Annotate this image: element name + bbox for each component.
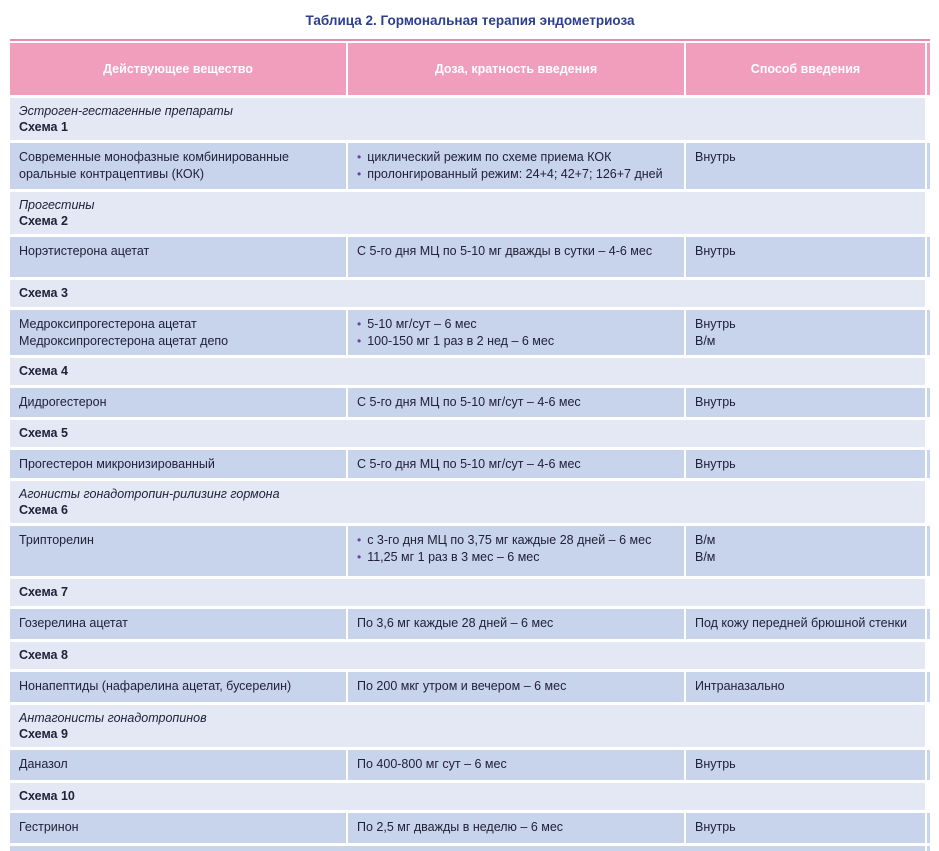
- section-row: Антагонисты гонадотропинов Схема 9: [10, 705, 930, 747]
- section-row: Схема 7: [10, 579, 930, 606]
- dose-cell: • с 3-го дня МЦ по 3,75 мг каждые 28 дней…: [348, 526, 684, 576]
- route-cell: Внутрь: [686, 143, 925, 189]
- dose-cell: По 2,5 мг дважды в неделю – 6 мес: [348, 813, 684, 843]
- header-cell-dose: Доза, кратность введения: [348, 43, 684, 95]
- dose-cell: С 5-го дня МЦ по 5-10 мг/сут – 4-6 мес: [348, 449, 684, 478]
- row-edge-strip: [927, 310, 930, 355]
- bullet-icon: •: [357, 317, 362, 331]
- scheme-label: Схема 6: [19, 503, 68, 517]
- scheme-label: Схема 10: [19, 789, 75, 803]
- substance-cell: Прогестерон микронизированный: [10, 449, 346, 478]
- table-title: Таблица 2. Гормональная терапия эндометр…: [305, 13, 635, 28]
- bullet-icon: •: [357, 533, 362, 547]
- table-header-row: Действующее вещество Доза, кратность вве…: [10, 43, 930, 95]
- scheme-label: Схема 5: [19, 425, 68, 440]
- cut-off-row: [10, 846, 930, 851]
- section-row: Схема 3: [10, 280, 930, 307]
- row-edge-strip: [927, 526, 930, 576]
- route-cell: Внутрь: [686, 813, 925, 843]
- scheme-label: Схема 9: [19, 727, 68, 741]
- scheme-label: Схема 4: [19, 364, 68, 378]
- row-edge-strip: [927, 388, 930, 417]
- substance-cell: Трипторелин: [10, 526, 346, 576]
- row-edge-strip: [927, 237, 930, 277]
- substance-cell: Современные монофазные комбинированные о…: [10, 143, 346, 189]
- row-edge-strip: [927, 813, 930, 843]
- dose-cell: По 400-800 мг сут – 6 мес: [348, 750, 684, 780]
- drug-group-label: Агонисты гонадотропин-рилизинг гормона: [19, 487, 280, 501]
- substance-cell: Нонапептиды (нафарелина ацетат, бусерели…: [10, 672, 346, 702]
- substance-cell: Гестринон: [10, 813, 346, 843]
- bullet-icon: •: [357, 166, 362, 181]
- table-row: Современные монофазные комбинированные о…: [10, 143, 930, 189]
- table-top-border: [10, 39, 930, 41]
- row-edge-strip: [927, 143, 930, 189]
- route-cell: Внутрь: [686, 237, 925, 277]
- section-row: Схема 10: [10, 783, 930, 810]
- route-cell: Интраназально: [686, 672, 925, 702]
- table-row: Гестринон По 2,5 мг дважды в неделю – 6 …: [10, 813, 930, 843]
- section-row: Прогестины Схема 2: [10, 192, 930, 234]
- table-row: Даназол По 400-800 мг сут – 6 мес Внутрь: [10, 750, 930, 780]
- route-cell: Под кожу передней брюшной стенки: [686, 609, 925, 639]
- drug-group-label: Прогестины: [19, 198, 95, 212]
- table-row: Медроксипрогестерона ацетат Медроксипрог…: [10, 310, 930, 355]
- route-cell: В/м В/м: [686, 526, 925, 576]
- substance-cell: Норэтистерона ацетат: [10, 237, 346, 277]
- route-cell: Внутрь: [686, 388, 925, 417]
- section-row: Эстроген-гестагенные препараты Схема 1: [10, 98, 930, 140]
- drug-group-label: Эстроген-гестагенные препараты: [19, 104, 233, 118]
- scheme-label: Схема 1: [19, 120, 68, 134]
- section-row: Схема 8: [10, 642, 930, 669]
- drug-group-label: Антагонисты гонадотропинов: [19, 711, 207, 725]
- bullet-icon: •: [357, 549, 362, 564]
- table-row: Нонапептиды (нафарелина ацетат, бусерели…: [10, 672, 930, 702]
- table-row: Норэтистерона ацетат С 5-го дня МЦ по 5-…: [10, 237, 930, 277]
- row-edge-strip: [927, 672, 930, 702]
- table-row: Гозерелина ацетат По 3,6 мг каждые 28 дн…: [10, 609, 930, 639]
- route-cell: Внутрь: [686, 750, 925, 780]
- dose-cell: По 200 мкг утром и вечером – 6 мес: [348, 672, 684, 702]
- scheme-label: Схема 7: [19, 585, 68, 599]
- row-edge-strip: [927, 449, 930, 478]
- header-cell-substance: Действующее вещество: [10, 43, 346, 95]
- dose-cell: • 5-10 мг/сут – 6 мес • 100-150 мг 1 раз в…: [348, 310, 684, 355]
- dose-cell: С 5-го дня МЦ по 5-10 мг/сут – 4-6 мес: [348, 388, 684, 417]
- row-edge-strip: [927, 846, 930, 851]
- substance-cell: Медроксипрогестерона ацетат Медроксипрог…: [10, 310, 346, 355]
- page: Таблица 2. Гормональная терапия эндометр…: [10, 0, 930, 851]
- table-row: Дидрогестерон С 5-го дня МЦ по 5-10 мг/с…: [10, 388, 930, 417]
- bullet-icon: •: [357, 333, 362, 348]
- route-cell: Внутрь: [686, 449, 925, 478]
- scheme-label: Схема 2: [19, 214, 68, 228]
- section-row: Схема 5: [10, 419, 930, 447]
- row-edge-strip: [927, 43, 930, 95]
- dose-cell: По 3,6 мг каждые 28 дней – 6 мес: [348, 609, 684, 639]
- substance-cell: Дидрогестерон: [10, 388, 346, 417]
- scheme-label: Схема 8: [19, 648, 68, 662]
- dose-cell: • циклический режим по схеме приема КОК •…: [348, 143, 684, 189]
- dose-cell: С 5-го дня МЦ по 5-10 мг дважды в сутки …: [348, 237, 684, 277]
- substance-cell: Даназол: [10, 750, 346, 780]
- section-row: Агонисты гонадотропин-рилизинг гормона С…: [10, 481, 930, 523]
- bullet-icon: •: [357, 150, 362, 164]
- substance-cell: Гозерелина ацетат: [10, 609, 346, 639]
- table-row: Прогестерон микронизированный С 5-го дня…: [10, 449, 930, 478]
- scheme-label: Схема 3: [19, 286, 68, 300]
- table-row: Трипторелин • с 3-го дня МЦ по 3,75 мг ка…: [10, 526, 930, 576]
- route-cell: Внутрь В/м: [686, 310, 925, 355]
- header-cell-route: Способ введения: [686, 43, 925, 95]
- section-row: Схема 4: [10, 358, 930, 385]
- row-edge-strip: [927, 609, 930, 639]
- row-edge-strip: [927, 750, 930, 780]
